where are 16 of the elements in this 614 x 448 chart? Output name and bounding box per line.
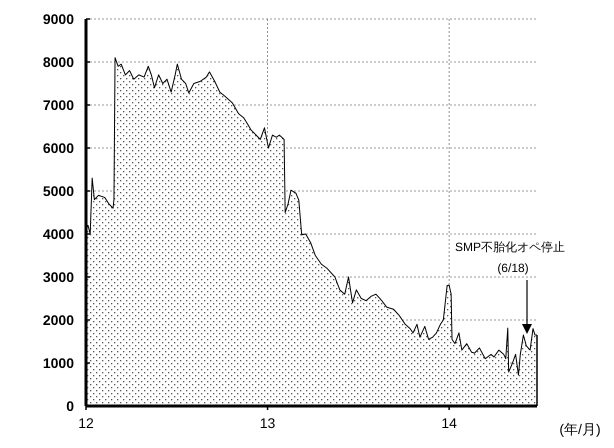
y-tick-label: 0	[66, 398, 74, 414]
y-tick-label: 2000	[42, 312, 74, 328]
y-tick-label: 4000	[42, 226, 74, 242]
x-tick-label: 12	[78, 415, 94, 431]
y-tick-label: 9000	[42, 11, 74, 27]
annotation: (6/18)	[497, 261, 529, 275]
y-tick-label: 8000	[42, 54, 74, 70]
y-tick-label: 1000	[42, 355, 74, 371]
annotation: SMP不胎化オペ停止	[454, 240, 566, 254]
y-tick-label: 3000	[42, 269, 74, 285]
y-tick-label: 5000	[42, 183, 74, 199]
y-tick-label: 6000	[42, 140, 74, 156]
x-tick-label: 14	[441, 415, 458, 431]
y-tick-label: 7000	[42, 97, 74, 113]
x-axis-title: (年/月)	[559, 421, 601, 437]
x-tick-label: 13	[260, 415, 276, 431]
